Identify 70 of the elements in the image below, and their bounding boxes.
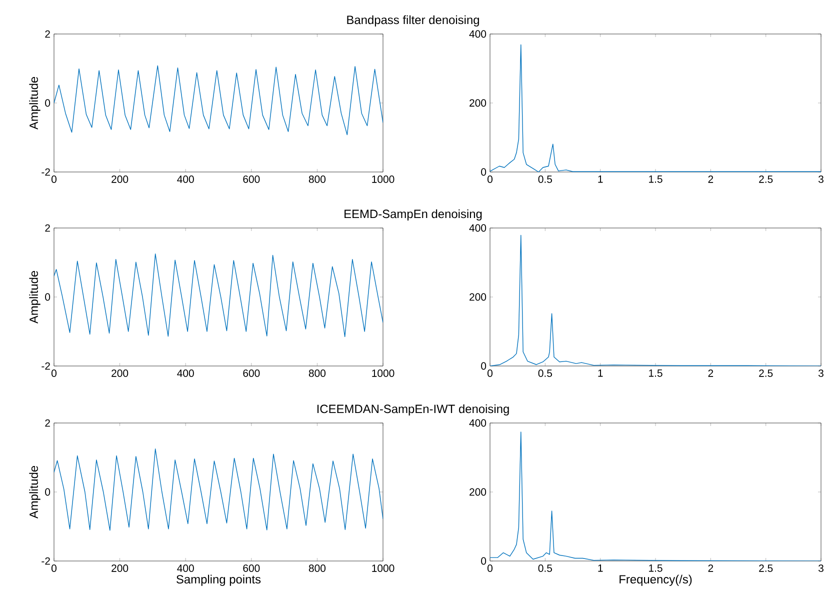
y-tick-label: 2	[45, 30, 50, 38]
x-tick-label: 3	[818, 370, 824, 377]
x-tick-label: 600	[243, 176, 260, 183]
y-axis-title: Amplitude	[29, 76, 40, 130]
x-tick-label: 0	[52, 370, 56, 377]
y-tick-label: 0	[45, 293, 50, 301]
x-tick-label: 2	[708, 370, 714, 377]
x-tick-label: 0	[488, 370, 493, 377]
x-tick-label: 2	[708, 176, 714, 183]
y-tick-label: 2	[45, 224, 50, 232]
line-series	[54, 448, 384, 531]
text: Bandpass filter denoising	[347, 15, 479, 26]
x-tick-label: 600	[243, 564, 260, 572]
y-tick-label: 2	[45, 419, 50, 427]
x-tick-label: 0	[52, 564, 56, 572]
x-tick-label: 1000	[372, 176, 394, 183]
x-tick-label: 0.5	[538, 564, 552, 572]
x-axis-title: Sampling points	[176, 574, 261, 586]
x-tick-label: 1	[598, 370, 603, 377]
x-tick-label: 400	[177, 370, 194, 377]
x-tick-label: 1000	[372, 564, 394, 572]
line-series	[490, 432, 822, 561]
y-tick-label: 400	[469, 224, 486, 232]
x-tick-label: 1.5	[649, 370, 662, 377]
x-tick-label: 200	[112, 370, 128, 377]
x-tick-label: 0.5	[538, 176, 552, 183]
y-tick-label: 200	[470, 99, 486, 107]
text: ICEEMDAN-SampEn-IWT denoising	[317, 404, 509, 416]
y-tick-label: -2	[42, 168, 50, 176]
x-tick-label: 1	[598, 176, 603, 183]
x-tick-label: 0	[488, 176, 493, 183]
y-tick-label: 200	[470, 293, 486, 301]
y-tick-label: 0	[45, 99, 50, 107]
line-series	[54, 65, 384, 136]
x-tick-label: 1.5	[649, 176, 662, 183]
x-tick-label: 600	[243, 370, 260, 377]
x-tick-label: 200	[112, 564, 128, 572]
x-tick-label: 200	[112, 176, 128, 183]
x-tick-label: 800	[308, 564, 326, 572]
y-tick-label: 0	[481, 362, 486, 370]
x-tick-label: 400	[177, 176, 194, 183]
x-tick-label: 3	[818, 564, 824, 572]
x-axis-title: Frequency(/s)	[620, 574, 692, 586]
x-tick-label: 3	[818, 176, 824, 183]
y-tick-label: 0	[481, 557, 486, 565]
x-tick-label: 0	[52, 176, 56, 183]
y-tick-label: 0	[45, 488, 50, 496]
line-series	[54, 254, 384, 338]
y-tick-label: -2	[42, 557, 50, 565]
y-tick-label: 400	[469, 419, 486, 427]
x-tick-label: 2.5	[759, 370, 773, 377]
x-tick-label: 800	[308, 370, 326, 377]
y-tick-label: 0	[481, 168, 486, 176]
x-tick-label: 2	[708, 564, 714, 572]
x-tick-label: 2.5	[759, 564, 773, 572]
x-tick-label: 0	[488, 564, 493, 572]
x-tick-label: 1	[598, 564, 603, 572]
x-tick-label: 0.5	[538, 370, 552, 377]
y-axis-title: Amplitude	[29, 466, 40, 519]
x-tick-label: 1000	[372, 370, 394, 377]
line-series	[490, 234, 822, 366]
x-tick-label: 800	[308, 176, 326, 183]
y-tick-label: -2	[42, 362, 50, 370]
x-tick-label: 400	[177, 564, 194, 572]
text: EEMD-SampEn denoising	[344, 209, 482, 220]
x-tick-label: 1.5	[649, 564, 662, 572]
y-tick-label: 200	[470, 488, 486, 496]
x-tick-label: 2.5	[759, 176, 773, 183]
y-axis-title: Amplitude	[29, 270, 40, 324]
y-tick-label: 400	[469, 30, 486, 38]
